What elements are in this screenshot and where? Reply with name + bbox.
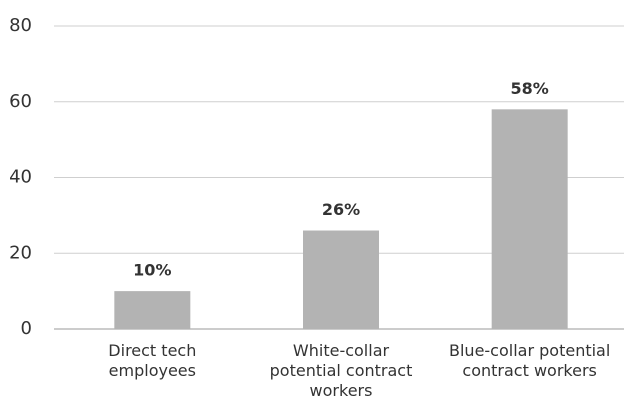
y-tick-label: 20 bbox=[9, 242, 32, 263]
x-tick-label: Blue-collar potential contract workers bbox=[449, 341, 611, 380]
value-label: 26% bbox=[322, 200, 360, 219]
y-tick-label: 80 bbox=[9, 15, 32, 36]
x-tick-label: White-collar potential contract workers bbox=[269, 341, 413, 400]
x-tick-label-box: Blue-collar potential contract workers bbox=[449, 341, 611, 380]
bar bbox=[114, 291, 191, 329]
x-tick-label-box: Direct tech employees bbox=[108, 341, 197, 380]
y-tick-label: 40 bbox=[9, 167, 32, 188]
value-label: 58% bbox=[511, 79, 549, 98]
y-tick-label: 60 bbox=[9, 91, 32, 112]
bar bbox=[303, 230, 379, 329]
value-label: 10% bbox=[133, 261, 171, 280]
x-tick-label: Direct tech employees bbox=[108, 341, 197, 380]
bar bbox=[491, 109, 568, 329]
x-tick-label-box: White-collar potential contract workers bbox=[269, 341, 413, 400]
y-tick-label: 0 bbox=[21, 318, 32, 339]
